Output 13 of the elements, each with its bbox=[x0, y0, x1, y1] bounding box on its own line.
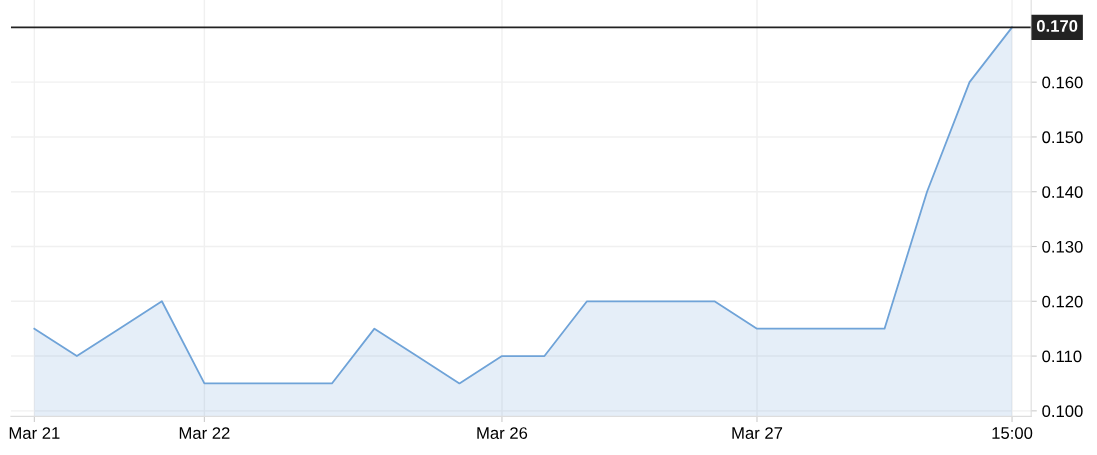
y-tick-label: 0.150 bbox=[1042, 131, 1083, 144]
y-tick-label: 0.140 bbox=[1042, 186, 1083, 198]
ref-line-label: 0.170 bbox=[1036, 20, 1078, 32]
x-tick-label: 15:00 bbox=[992, 427, 1033, 439]
x-tick-label: Mar 26 bbox=[477, 427, 528, 439]
x-tick-label: Mar 27 bbox=[732, 427, 783, 439]
y-tick-label: 0.160 bbox=[1042, 76, 1083, 89]
y-tick-label: 0.130 bbox=[1042, 240, 1083, 253]
y-tick-label: 0.110 bbox=[1042, 350, 1082, 363]
y-tick-label: 0.100 bbox=[1042, 405, 1083, 418]
y-tick-label: 0.120 bbox=[1042, 295, 1083, 308]
x-tick-label: Mar 21 bbox=[9, 427, 60, 439]
x-tick-label: Mar 22 bbox=[179, 427, 230, 439]
